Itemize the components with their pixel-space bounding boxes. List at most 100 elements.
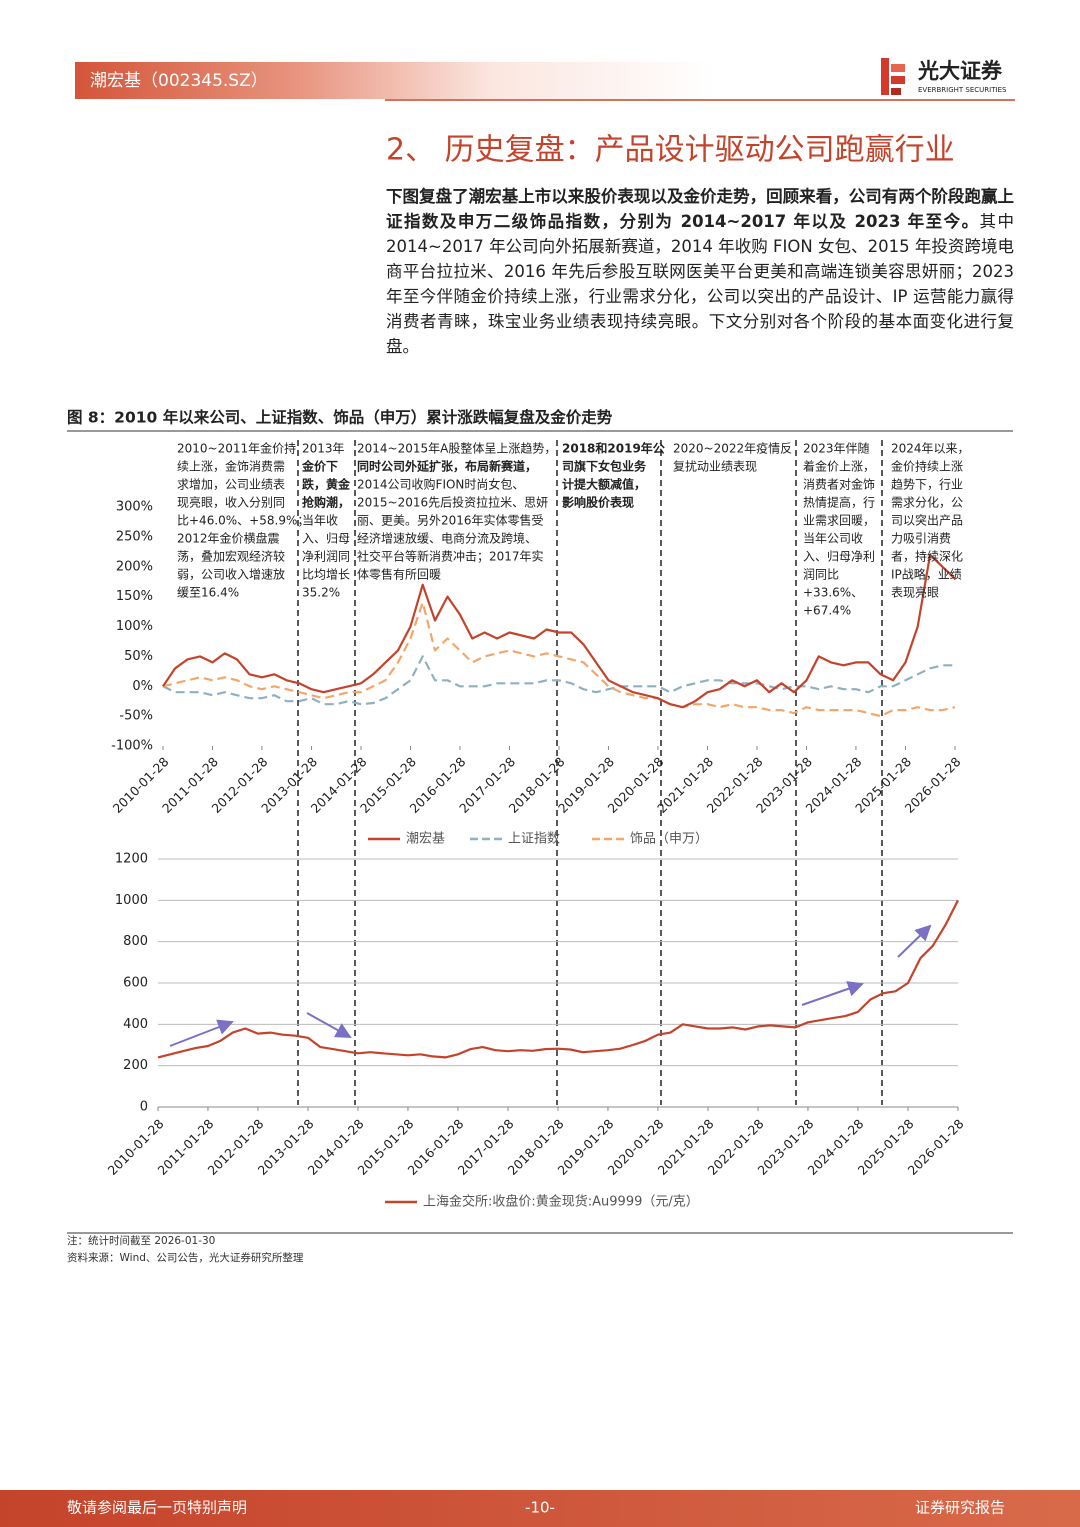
annotation-line: 2024年以来， [891,442,970,456]
footer-page: -10- [525,1499,555,1517]
annotation-line: 2018和2019年公 [562,441,665,456]
y-tick-label: 200 [123,1058,148,1073]
y-tick-label: 1200 [115,852,148,867]
y-tick-label: 50% [124,649,153,664]
annotation-line: 35.2% [302,586,340,600]
legend-label: 潮宏基 [406,832,445,847]
paragraph-text: 其中 2014~2017 年公司向外拓展新赛道，2014 年收购 FION 女包… [386,212,1015,356]
annotation-line: 需求分化，公 [891,496,963,510]
paragraph-bold: 下图复盘了潮宏基上市以来股价表现以及金价走势，回顾来看，公司有两个阶段跑赢上证指… [386,187,1014,231]
x-tick-label: 2026-01-28 [902,754,964,816]
y-tick-label: 600 [123,976,148,991]
x-tick-label: 2011-01-28 [155,1116,217,1178]
x-tick-label: 2018-01-28 [506,754,568,816]
x-tick-label: 2021-01-28 [654,754,716,816]
x-tick-label: 2025-01-28 [852,754,914,816]
logo-en: EVERBRIGHT SECURITIES [918,86,1007,94]
annotation-line: 润同比 [803,568,839,582]
logo [881,58,905,95]
y-tick-label: 100% [116,619,153,634]
annotation-line: 丽、更美。另外2016年实体零售受 [357,513,544,528]
y-tick-label: 200% [116,559,153,574]
x-tick-label: 2024-01-28 [805,1116,867,1178]
x-tick-label: 2014-01-28 [308,754,370,816]
series-line [162,601,956,718]
annotation-line: 金价持续上涨 [891,459,963,474]
annotation-line: 当年公司收 [803,532,863,546]
x-tick-label: 2010-01-28 [110,754,172,816]
x-tick-label: 2021-01-28 [655,1116,717,1178]
trend-arrow [897,924,932,958]
x-tick-label: 2026-01-28 [905,1116,967,1178]
y-tick-label: 800 [123,934,148,949]
legend-label: 上海金交所:收盘价:黄金现货:Au9999（元/克） [423,1194,699,1210]
y-tick-label: 300% [116,500,153,515]
paragraph: 下图复盘了潮宏基上市以来股价表现以及金价走势，回顾来看，公司有两个阶段跑赢上证指… [386,184,1014,359]
annotation-line: 者，持续深化 [891,549,963,564]
annotation-line: 同时公司外延扩张，布局新赛道， [357,459,537,474]
annotation-line: 弱，公司收入增速放 [177,567,285,582]
annotation-line: 金价下 [301,459,338,474]
x-tick-label: 2017-01-28 [456,754,518,816]
x-tick-label: 2013-01-28 [255,1116,317,1178]
y-tick-label: 250% [116,529,153,544]
period-dividers [297,440,883,1105]
footer-left: 敬请参阅最后一页特别声明 [67,1499,247,1517]
x-tick-label: 2023-01-28 [753,754,815,816]
y-tick-label: 0 [140,1100,148,1115]
annotation-line: 2015~2016先后投资拉拉米、思妍 [357,495,548,510]
legend-label: 上证指数 [508,832,560,847]
trend-arrow [306,1012,352,1038]
x-tick-label: 2013-01-28 [258,754,320,816]
annotation-line: 经济增速放缓、电商分流及跨境、 [357,531,537,546]
annotation-line: 比均增长 [302,568,350,582]
annotation-line: +67.4% [803,604,851,618]
header-bar [75,62,715,99]
annotation-line: 计提大额减值， [562,477,646,492]
x-tick-label: 2022-01-28 [705,1116,767,1178]
x-tick-label: 2015-01-28 [357,754,419,816]
annotation-line: 热情提高，行 [803,495,875,510]
x-tick-label: 2019-01-28 [555,1116,617,1178]
trend-arrow [169,1019,234,1047]
annotation-line: 荡，叠加宏观经济较 [177,549,285,564]
annotation-line: 入、归母 [302,532,350,546]
annotation-line: IP战略，业绩 [891,567,962,582]
x-tick-label: 2011-01-28 [159,754,221,816]
x-tick-label: 2012-01-28 [205,1116,267,1178]
annotation-line: 跌，黄金 [302,477,351,492]
y-tick-label: 1000 [115,893,148,908]
annotation-line: 2014公司收购FION时尚女包、 [357,477,524,492]
x-tick-label: 2025-01-28 [855,1116,917,1178]
x-tick-label: 2010-01-28 [105,1116,167,1178]
series-line [157,899,959,1059]
annotation-line: 复扰动业绩表现 [673,460,757,474]
annotation-line: 体零售有所回暖 [357,567,441,582]
x-tick-label: 2024-01-28 [803,754,865,816]
logo-cn: 光大证券 [917,59,1003,83]
y-tick-label: -50% [119,709,153,724]
x-tick-label: 2022-01-28 [704,754,766,816]
note: 资料来源：Wind、公司公告，光大证券研究所整理 [67,1251,304,1264]
annotation-line: 业需求回暖， [803,514,875,528]
x-tick-label: 2018-01-28 [505,1116,567,1178]
x-tick-label: 2014-01-28 [305,1116,367,1178]
annotation-line: 净利润同 [302,550,350,564]
series-line [162,655,955,706]
annotation-line: 现亮眼，收入分别同 [177,495,285,510]
x-tick-label: 2023-01-28 [755,1116,817,1178]
annotation-line: 2023年伴随 [803,441,870,456]
annotation-line: 着金价上涨， [803,459,875,474]
figure-title: 图 8：2010 年以来公司、上证指数、饰品（申万）累计涨跌幅复盘及金价走势 [67,408,613,427]
header-company: 潮宏基（002345.SZ） [90,71,268,91]
annotation-line: 当年收 [302,514,338,528]
annotation-line: 影响股价表现 [562,495,634,510]
y-tick-label: 0% [132,679,153,694]
annotation-line: 2020~2022年疫情反 [673,441,792,456]
section-title: 2、 历史复盘：产品设计驱动公司跑赢行业 [386,133,955,168]
x-tick-label: 2016-01-28 [407,754,469,816]
y-tick-label: 150% [116,589,153,604]
annotation-line: 抢购潮， [302,495,350,510]
annotation-line: 力吸引消费 [891,532,951,546]
